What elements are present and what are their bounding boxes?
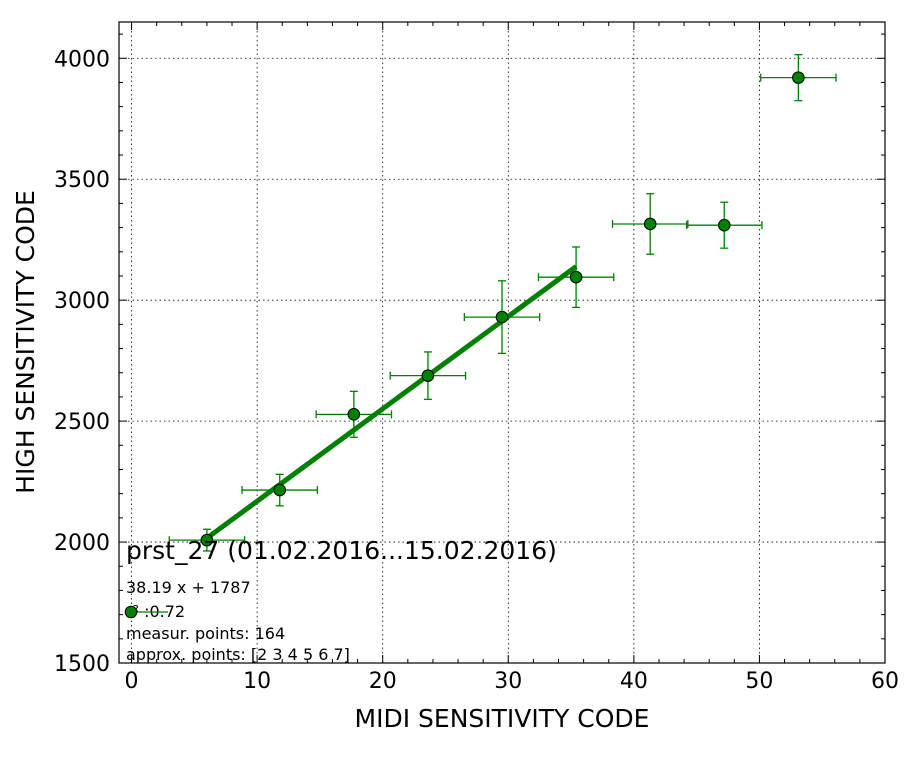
y-tick-label: 3000 — [54, 289, 110, 314]
legend-marker — [124, 605, 138, 619]
x-tick-label: 20 — [369, 669, 397, 694]
fit-line — [205, 264, 578, 541]
x-tick-label: 10 — [243, 669, 271, 694]
x-tick-label: 60 — [871, 669, 899, 694]
data-point — [200, 533, 214, 547]
plot-frame — [118, 21, 886, 664]
data-points — [200, 71, 805, 547]
data-point — [643, 217, 657, 231]
annotation-approx-points: approx. points: [2 3 4 5 6 7] — [126, 645, 350, 664]
annotation-title: prst_27 (01.02.2016...15.02.2016) — [126, 536, 557, 565]
y-tick-label: 4000 — [54, 47, 110, 72]
y-tick-label: 1500 — [54, 652, 110, 677]
data-point — [495, 310, 509, 324]
y-tick-label: 3500 — [54, 168, 110, 193]
data-point — [717, 218, 731, 232]
x-tick-label: 0 — [125, 669, 139, 694]
x-tick-label: 50 — [745, 669, 773, 694]
annotation-equation: 38.19 x + 1787 — [126, 578, 251, 597]
x-axis-label: MIDI SENSITIVITY CODE — [355, 704, 650, 733]
y-tick-label: 2500 — [54, 410, 110, 435]
grid — [119, 22, 885, 663]
annotation-measured-points: measur. points: 164 — [126, 624, 285, 643]
data-point — [569, 270, 583, 284]
data-point — [792, 71, 805, 84]
errorbars — [168, 54, 837, 552]
x-tick-label: 40 — [620, 669, 648, 694]
data-point — [273, 483, 287, 497]
annotations: prst_27 (01.02.2016...15.02.2016) 38.19 … — [124, 536, 557, 664]
data-point — [347, 408, 361, 421]
tick-labels: 0 10 20 30 40 50 60 1500 2000 2500 3000 3500 4000 — [54, 47, 899, 694]
x-tick-label: 30 — [494, 669, 522, 694]
y-tick-label: 2000 — [54, 531, 110, 556]
data-point — [421, 369, 435, 382]
fit-line-group — [205, 264, 578, 541]
y-axis-label: HIGH SENSITIVITY CODE — [11, 190, 40, 494]
